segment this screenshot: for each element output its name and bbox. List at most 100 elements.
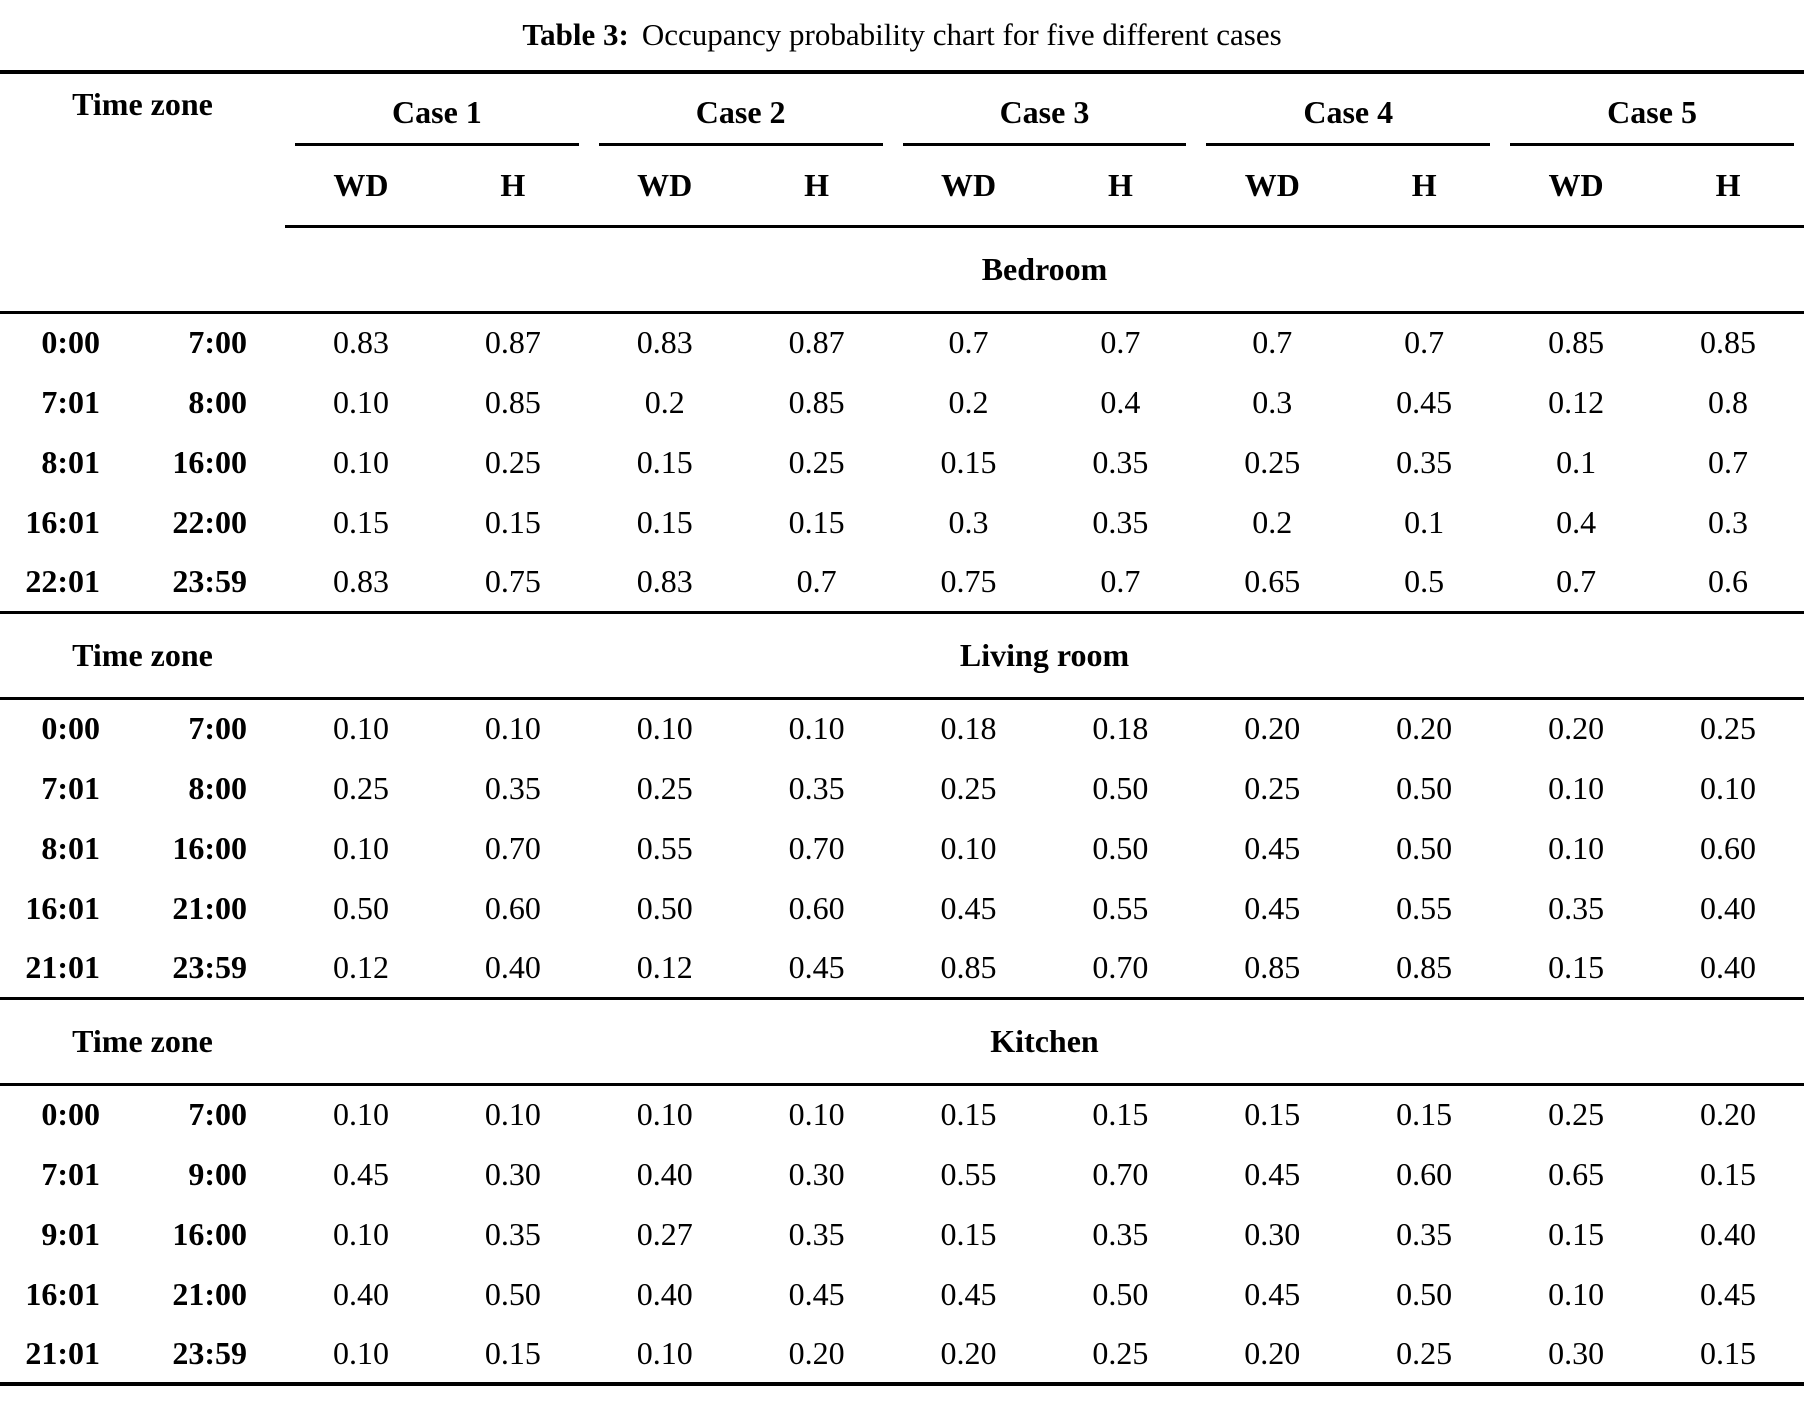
value-cell: 0.15 — [1548, 948, 1605, 985]
value-cell: 0.35 — [788, 769, 845, 806]
value-cell: 0.3 — [1708, 503, 1748, 540]
value-cell: 0.15 — [940, 443, 997, 480]
value-cell: 0.70 — [484, 829, 541, 866]
value-cell: 0.4 — [1556, 503, 1597, 540]
value-cell: 0.25 — [332, 769, 389, 806]
value-cell: 0.7 — [948, 324, 989, 361]
time-end-cell: 7:00 — [188, 1096, 247, 1133]
time-start-cell: 16:01 — [25, 1275, 100, 1312]
time-start-cell: 16:01 — [25, 503, 100, 540]
value-cell: 0.55 — [940, 1155, 997, 1192]
empty-corner-cell — [0, 146, 285, 226]
time-start-cell: 0:00 — [41, 324, 100, 361]
value-cell: 0.25 — [788, 443, 845, 480]
value-cell: 0.10 — [1548, 1275, 1605, 1312]
time-end-cell: 16:00 — [172, 443, 247, 480]
value-cell: 0.10 — [788, 710, 845, 747]
case-header: Case 3 — [893, 72, 1197, 146]
subcolumn-header-h: H — [1652, 146, 1804, 228]
value-cell: 0.10 — [636, 1096, 693, 1133]
value-cell: 0.60 — [484, 889, 541, 926]
time-end-cell: 9:00 — [188, 1155, 247, 1192]
value-cell: 0.12 — [1548, 383, 1605, 420]
value-cell: 0.15 — [484, 1334, 541, 1371]
value-cell: 0.50 — [1092, 829, 1149, 866]
value-cell: 0.15 — [1396, 1096, 1453, 1133]
time-zone-header: Time zone — [72, 85, 213, 122]
value-cell: 0.85 — [788, 383, 845, 420]
value-cell: 0.7 — [1100, 562, 1141, 599]
value-cell: 0.35 — [1092, 503, 1149, 540]
table-caption-number: Table 3: — [522, 17, 629, 52]
value-cell: 0.40 — [484, 948, 541, 985]
time-start-cell: 0:00 — [41, 710, 100, 747]
section-time-zone-label: Time zone — [0, 996, 285, 1086]
value-cell: 0.5 — [1404, 562, 1445, 599]
value-cell: 0.10 — [940, 829, 997, 866]
value-cell: 0.7 — [1556, 562, 1597, 599]
value-cell: 0.2 — [1252, 503, 1293, 540]
table-caption-text: Occupancy probability chart for five dif… — [641, 17, 1282, 52]
value-cell: 0.45 — [788, 948, 845, 985]
time-end-cell: 8:00 — [188, 383, 247, 420]
section-title-kitchen: Kitchen — [285, 996, 1804, 1086]
value-cell: 0.55 — [1092, 889, 1149, 926]
value-cell: 0.40 — [1700, 948, 1756, 985]
value-cell: 0.35 — [1548, 889, 1605, 926]
value-cell: 0.1 — [1556, 443, 1597, 480]
value-cell: 0.50 — [1092, 1275, 1149, 1312]
value-cell: 0.20 — [788, 1334, 845, 1371]
subcolumn-header-wd: WD — [1500, 146, 1653, 228]
value-cell: 0.45 — [332, 1155, 389, 1192]
time-end-cell: 23:59 — [172, 562, 247, 599]
time-end-cell: 23:59 — [172, 948, 247, 985]
value-cell: 0.15 — [1092, 1096, 1149, 1133]
value-cell: 0.87 — [484, 324, 541, 361]
table-row: 7:01 9:00 0.45 0.30 0.40 0.30 0.55 0.70 … — [0, 1144, 1804, 1204]
value-cell: 0.55 — [636, 829, 693, 866]
value-cell: 0.25 — [1244, 769, 1301, 806]
value-cell: 0.85 — [940, 948, 997, 985]
value-cell: 0.10 — [332, 829, 389, 866]
value-cell: 0.6 — [1708, 562, 1748, 599]
value-cell: 0.10 — [332, 710, 389, 747]
table-row: 0:00 7:00 0.10 0.10 0.10 0.10 0.18 0.18 … — [0, 698, 1804, 758]
header-row-cases: Time zone Case 1 Case 2 Case 3 Case 4 Ca… — [0, 72, 1804, 146]
value-cell: 0.10 — [1548, 769, 1605, 806]
value-cell: 0.12 — [332, 948, 389, 985]
value-cell: 0.35 — [484, 1215, 541, 1252]
value-cell: 0.75 — [940, 562, 997, 599]
value-cell: 0.45 — [940, 889, 997, 926]
value-cell: 0.20 — [1700, 1096, 1756, 1133]
value-cell: 0.20 — [1244, 710, 1301, 747]
time-end-cell: 23:59 — [172, 1334, 247, 1371]
value-cell: 0.10 — [484, 1096, 541, 1133]
value-cell: 0.10 — [788, 1096, 845, 1133]
value-cell: 0.7 — [1100, 324, 1141, 361]
value-cell: 0.10 — [1700, 769, 1756, 806]
value-cell: 0.27 — [636, 1215, 693, 1252]
case-label: Case 3 — [902, 86, 1187, 146]
value-cell: 0.3 — [1252, 383, 1293, 420]
value-cell: 0.8 — [1708, 383, 1748, 420]
time-start-cell: 9:01 — [41, 1215, 100, 1252]
value-cell: 0.60 — [1700, 829, 1756, 866]
header-row-subcolumns: WD H WD H WD H WD H WD H — [0, 146, 1804, 228]
value-cell: 0.85 — [1548, 324, 1605, 361]
value-cell: 0.50 — [1092, 769, 1149, 806]
value-cell: 0.10 — [332, 1334, 389, 1371]
time-start-cell: 21:01 — [25, 1334, 100, 1371]
table-row: 16:01 22:00 0.15 0.15 0.15 0.15 0.3 0.35… — [0, 492, 1804, 552]
value-cell: 0.18 — [940, 710, 997, 747]
value-cell: 0.25 — [636, 769, 693, 806]
value-cell: 0.4 — [1100, 383, 1141, 420]
value-cell: 0.45 — [940, 1275, 997, 1312]
table-row: 8:01 16:00 0.10 0.70 0.55 0.70 0.10 0.50… — [0, 818, 1804, 878]
value-cell: 0.75 — [484, 562, 541, 599]
value-cell: 0.25 — [484, 443, 541, 480]
value-cell: 0.30 — [484, 1155, 541, 1192]
time-start-cell: 8:01 — [41, 829, 100, 866]
value-cell: 0.30 — [788, 1155, 845, 1192]
subcolumn-header-wd: WD — [1196, 146, 1349, 228]
table-row: 16:01 21:00 0.40 0.50 0.40 0.45 0.45 0.5… — [0, 1264, 1804, 1324]
